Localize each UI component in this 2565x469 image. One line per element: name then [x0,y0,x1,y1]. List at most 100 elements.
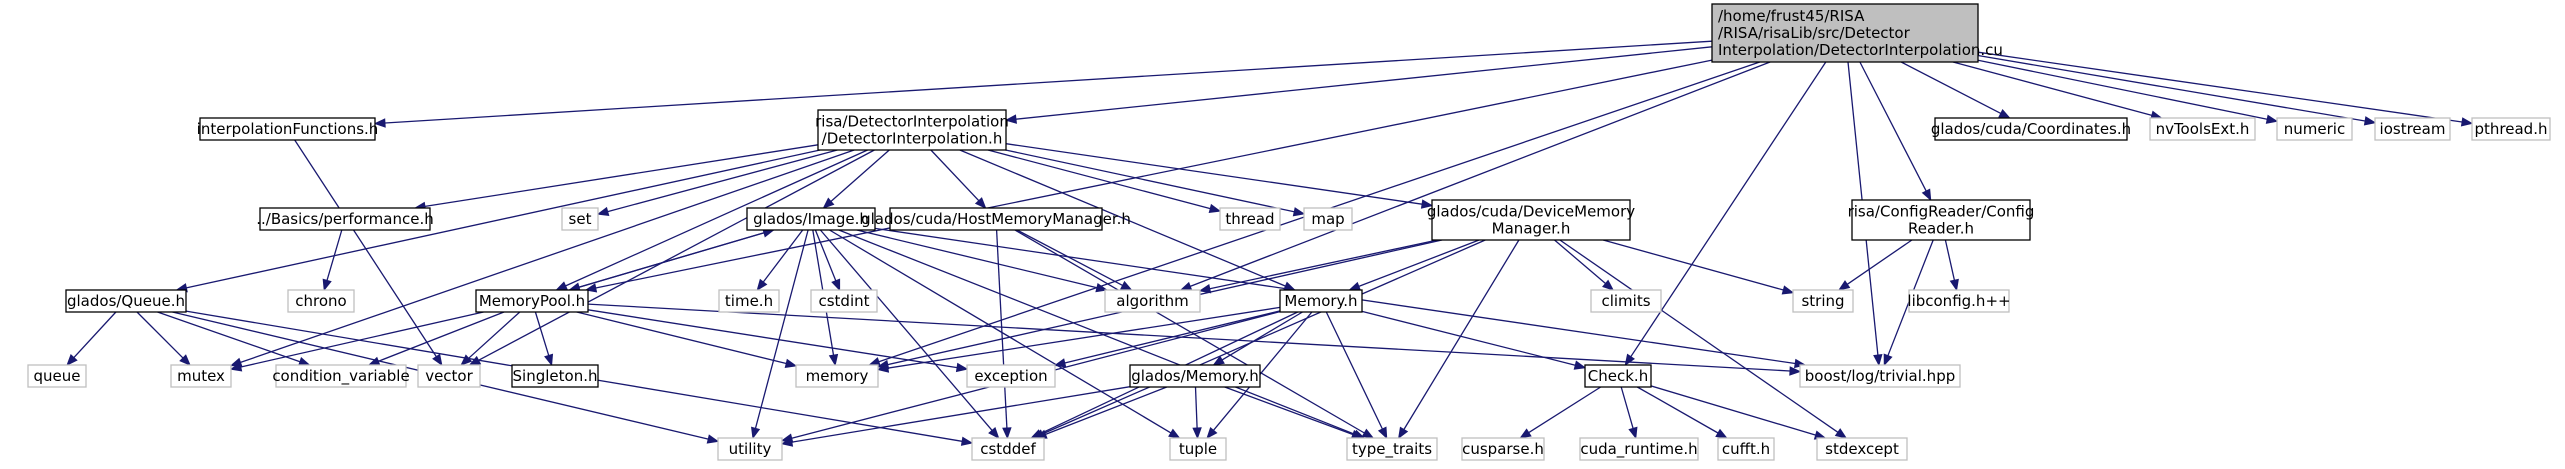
edge-line [1358,239,1480,288]
node-box [795,364,879,388]
edge-line [1064,310,1281,364]
edge-line [995,229,1008,429]
node-memory-h[interactable]: Memory.h [1279,289,1363,313]
node-nvtoolsext-h: nvToolsExt.h [2149,117,2256,141]
node-label-line: Manager.h [1492,220,1571,238]
edge-line [595,59,1713,289]
edge-memory_pool-to-mutex [229,311,484,372]
arrowhead-icon [784,358,798,368]
node-singleton-h[interactable]: Singleton.h [511,364,599,388]
node-check-h[interactable]: Check.h [1584,364,1652,388]
node-box [1129,364,1261,388]
node-box [746,207,876,231]
node-box [259,207,431,231]
node-risa-detectorinterpolation-detectorinterpolation-h[interactable]: risa/DetectorInterpolation/DetectorInter… [815,109,1009,151]
edge-glados_memory-to-tuple [1192,386,1202,440]
edge-device_memory_manager-to-stdexcept [1559,239,1848,439]
node-interpolationfunctions-h[interactable]: interpolationFunctions.h [197,117,379,141]
node-glados-queue-h[interactable]: glados/Queue.h [65,289,187,313]
edge-root-to-check [1624,61,1827,367]
node-box [1799,364,1961,388]
node-box [1461,437,1545,461]
node-memorypool-h[interactable]: MemoryPool.h [475,289,589,313]
node-risa-configreader-config-reader-h[interactable]: risa/ConfigReader/ConfigReader.h [1848,199,2035,241]
edge-image-to-algorithm [856,229,1109,293]
arrowhead-icon [555,281,568,291]
node-queue: queue [27,364,87,388]
arrowhead-icon [1573,360,1587,370]
edge-image-to-cstdint [814,229,841,292]
arrowhead-icon [322,278,332,292]
node-cstddef: cstddef [971,437,1045,461]
edge-memory_pool-to-vector [460,311,521,366]
node-label-line: risa/DetectorInterpolation [815,113,1009,131]
node-label-line: glados/Image.h [753,210,869,228]
arrowhead-icon [1998,109,2011,119]
edge-queue_h-to-queue_sys [66,311,117,366]
node-box [1590,289,1662,313]
node-box [966,364,1056,388]
edge-line [378,311,505,362]
node-box [287,289,355,313]
node-glados-memory-h[interactable]: glados/Memory.h [1129,364,1261,388]
edge-line [1045,386,1168,436]
edge-line [186,149,821,289]
node-label-line: /RISA/risaLib/src/Detector [1718,24,1911,42]
edge-line [1221,311,1303,361]
node-box [1346,437,1438,461]
node-cufft-h: cufft.h [1717,437,1775,461]
node-box [511,364,599,388]
arrowhead-icon [1420,199,1434,209]
node-box [889,207,1103,231]
edge-root-to-detector_interp [1004,46,1713,124]
node-cuda-runtime-h: cuda_runtime.h [1579,437,1699,461]
node-box [717,437,783,461]
node-label-line: time.h [725,292,773,310]
node-glados-cuda-hostmemorymanager-h[interactable]: glados/cuda/HostMemoryManager.h [861,207,1131,231]
node-label-line: pthread.h [2475,120,2548,138]
edge-line [326,229,343,281]
node-box [817,109,1007,151]
node-numeric: numeric [2276,117,2353,141]
node-label-line: condition_variable [272,367,409,386]
edge-line [829,229,1172,434]
node-label-line: exception [974,367,1047,385]
edge-line [887,306,1281,369]
edge-line [1977,51,2463,123]
arrowhead-icon [1398,426,1409,440]
edge-line [1325,311,1383,430]
edge-root-to-memory_pool [584,59,1713,293]
node-glados-cuda-coordinates-h[interactable]: glados/cuda/Coordinates.h [1931,117,2131,141]
edge-line [959,149,1286,287]
arrowhead-icon [751,426,761,440]
node-label-line: boost/log/trivial.hpp [1805,367,1955,385]
arrowhead-icon [828,353,839,367]
node-label-line: cstddef [980,440,1036,458]
node-boost-log-trivial-hpp: boost/log/trivial.hpp [1799,364,1961,388]
edge-device_memory_manager-to-string [1602,239,1795,295]
node-tuple: tuple [1169,437,1227,461]
node-label-line: utility [729,440,772,458]
edge-detector_interp-to-host_memory_manager [930,149,987,209]
edge-detector_interp-to-image [822,149,890,209]
arrowhead-icon [1212,355,1225,366]
node-label-line: Singleton.h [513,367,598,385]
arrowhead-icon [822,197,835,209]
node-glados-image-h[interactable]: glados/Image.h [746,207,876,231]
node-label-line: Check.h [1588,367,1648,385]
node-vector: vector [417,364,481,388]
arrowhead-icon [1292,207,1306,217]
arrowhead-icon [229,362,243,372]
node-label-line: risa/ConfigReader/Config [1848,203,2035,221]
arrowhead-icon [1004,114,1017,124]
node-basics-performance-h[interactable]: ../Basics/performance.h [256,207,434,231]
edge-line [1005,143,1423,205]
edge-memory_pool-to-exception [587,309,969,373]
node-box [1816,437,1908,461]
node-label-line: map [1311,210,1344,228]
node-label-line: /home/frust45/RISA [1718,7,1865,25]
edge-root-to-pthread [1977,51,2474,127]
edge-glados_memory-to-type_traits [1224,386,1364,439]
